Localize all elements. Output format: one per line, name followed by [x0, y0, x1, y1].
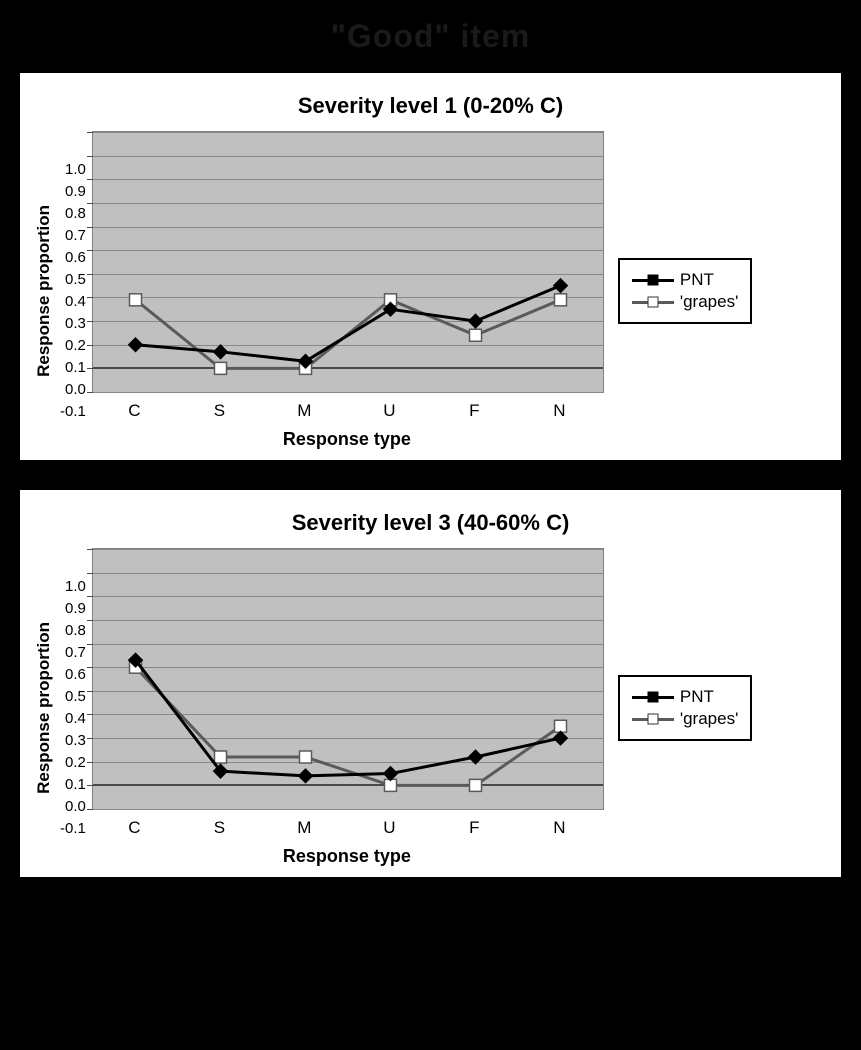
legend-item: PNT	[632, 270, 738, 290]
series-svg	[93, 132, 603, 392]
x-tick-label: S	[177, 401, 262, 421]
plot-wrap: CSMUFN Response type	[92, 548, 604, 867]
x-tick-label: F	[432, 818, 517, 838]
x-tick-label: S	[177, 818, 262, 838]
y-tick-label: 0.5	[65, 688, 86, 705]
y-tick-label: 0.9	[65, 600, 86, 617]
marker-square	[469, 329, 481, 341]
legend-label: 'grapes'	[680, 292, 738, 312]
marker-diamond	[213, 344, 229, 360]
y-tick-label: -0.1	[60, 403, 86, 420]
x-tick-label: M	[262, 818, 347, 838]
plot-wrap: CSMUFN Response type	[92, 131, 604, 450]
legend-line-icon	[632, 690, 674, 704]
x-axis: CSMUFN	[92, 818, 602, 838]
diamond-icon	[647, 274, 658, 285]
y-tick-label: 0.1	[65, 359, 86, 376]
y-tick	[87, 392, 93, 393]
legend-line-icon	[632, 712, 674, 726]
chart-row: Response proportion 1.0 0.9 0.8 0.7 0.6 0.5 0.…	[30, 548, 831, 867]
x-tick-label: U	[347, 401, 432, 421]
x-tick-label: U	[347, 818, 432, 838]
y-tick-label: 0.7	[65, 644, 86, 661]
x-tick-label: N	[517, 818, 602, 838]
legend: PNT 'grapes'	[618, 258, 752, 324]
plot-area	[92, 548, 604, 810]
y-tick-label: 0.3	[65, 732, 86, 749]
series-line	[135, 660, 560, 776]
x-tick-label: F	[432, 401, 517, 421]
series-line	[135, 286, 560, 362]
y-tick-label: 0.8	[65, 622, 86, 639]
y-tick-label: 0.1	[65, 776, 86, 793]
legend-line-icon	[632, 273, 674, 287]
marker-square	[554, 294, 566, 306]
y-axis-label: Response proportion	[30, 622, 60, 794]
square-icon	[647, 296, 658, 307]
y-tick-label: 0.8	[65, 205, 86, 222]
y-axis: 1.0 0.9 0.8 0.7 0.6 0.5 0.4 0.3 0.2 0.1 0.0 -0.1	[60, 578, 92, 838]
charts-container: Severity level 1 (0-20% C) Response prop…	[0, 73, 861, 877]
x-axis-label: Response type	[92, 429, 602, 450]
y-tick-label: 0.3	[65, 315, 86, 332]
square-icon	[647, 713, 658, 724]
x-axis-label: Response type	[92, 846, 602, 867]
y-tick-label: 0.2	[65, 337, 86, 354]
y-tick-label: 0.0	[65, 798, 86, 815]
marker-diamond	[468, 749, 484, 765]
legend-item: 'grapes'	[632, 709, 738, 729]
y-tick-label: 0.4	[65, 293, 86, 310]
page-title: "Good" item	[0, 0, 861, 73]
y-axis: 1.0 0.9 0.8 0.7 0.6 0.5 0.4 0.3 0.2 0.1 0.0 -0.1	[60, 161, 92, 421]
y-tick-label: 0.6	[65, 666, 86, 683]
x-tick-label: N	[517, 401, 602, 421]
y-tick-label: 0.9	[65, 183, 86, 200]
y-tick-label: 0.6	[65, 249, 86, 266]
marker-diamond	[468, 313, 484, 329]
legend-label: PNT	[680, 270, 714, 290]
x-tick-label: C	[92, 401, 177, 421]
y-axis-label: Response proportion	[30, 205, 60, 377]
legend-item: 'grapes'	[632, 292, 738, 312]
y-tick-label: 1.0	[65, 578, 86, 595]
y-tick-label: 0.7	[65, 227, 86, 244]
y-tick-label: 0.4	[65, 710, 86, 727]
chart-panel: Severity level 1 (0-20% C) Response prop…	[20, 73, 841, 460]
y-tick-label: 0.2	[65, 754, 86, 771]
grid-line	[93, 809, 603, 810]
y-tick-label: 0.0	[65, 381, 86, 398]
y-tick-label: 0.5	[65, 271, 86, 288]
y-tick-label: -0.1	[60, 820, 86, 837]
marker-square	[214, 362, 226, 374]
chart-title: Severity level 3 (40-60% C)	[30, 510, 831, 536]
chart-row: Response proportion 1.0 0.9 0.8 0.7 0.6 0.5 0.…	[30, 131, 831, 450]
legend-label: 'grapes'	[680, 709, 738, 729]
grid-line	[93, 392, 603, 393]
y-tick-label: 1.0	[65, 161, 86, 178]
chart-panel: Severity level 3 (40-60% C) Response pro…	[20, 490, 841, 877]
legend-item: PNT	[632, 687, 738, 707]
plot-area	[92, 131, 604, 393]
chart-title: Severity level 1 (0-20% C)	[30, 93, 831, 119]
legend-label: PNT	[680, 687, 714, 707]
legend-line-icon	[632, 295, 674, 309]
marker-diamond	[128, 337, 144, 353]
series-svg	[93, 549, 603, 809]
marker-square	[214, 751, 226, 763]
marker-diamond	[298, 768, 314, 784]
x-tick-label: C	[92, 818, 177, 838]
marker-square	[129, 294, 141, 306]
marker-square	[299, 751, 311, 763]
diamond-icon	[647, 691, 658, 702]
x-axis: CSMUFN	[92, 401, 602, 421]
marker-diamond	[553, 278, 569, 294]
legend: PNT 'grapes'	[618, 675, 752, 741]
marker-square	[469, 779, 481, 791]
x-tick-label: M	[262, 401, 347, 421]
y-tick	[87, 809, 93, 810]
page: "Good" item Severity level 1 (0-20% C) R…	[0, 0, 861, 937]
series-line	[135, 667, 560, 785]
